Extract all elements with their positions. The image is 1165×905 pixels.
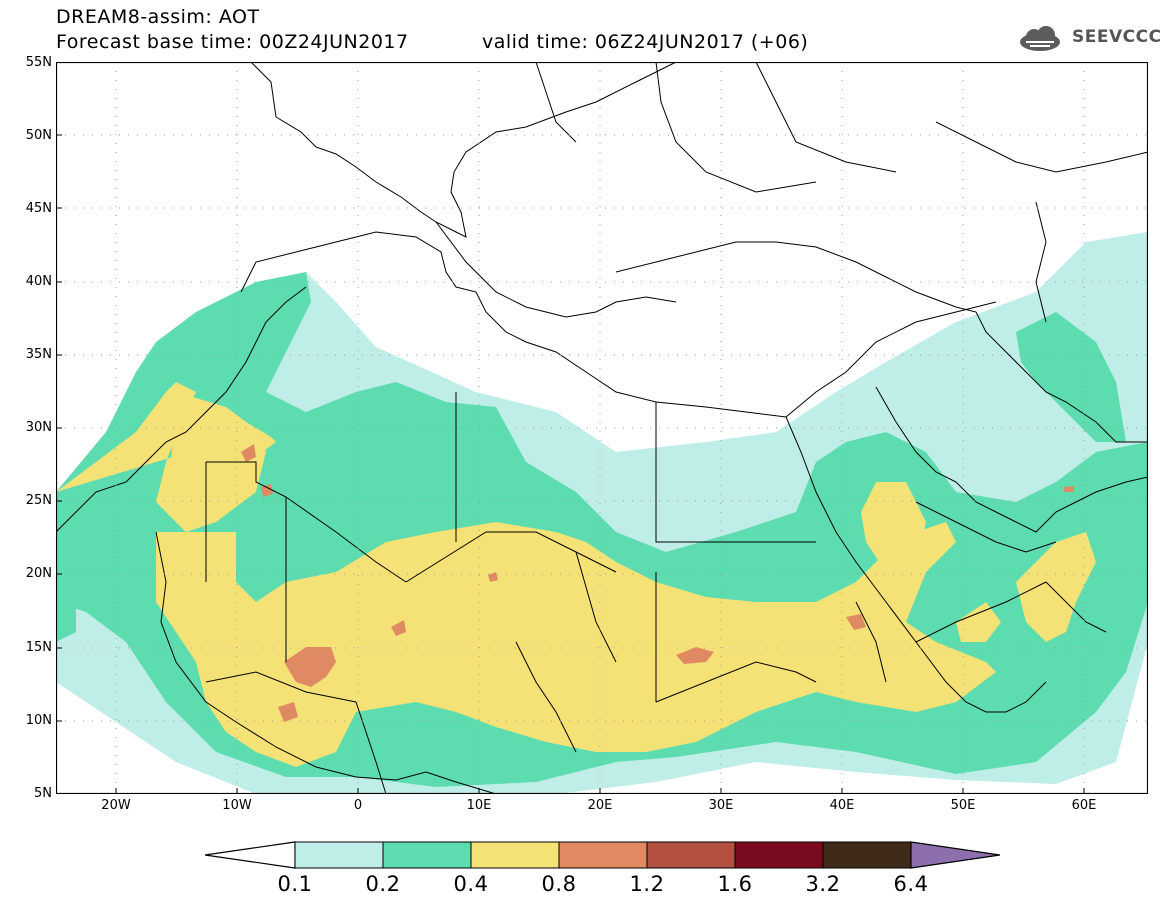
seevccc-logo	[1020, 26, 1060, 51]
colorbar-bin-0-1	[294, 841, 384, 869]
lat-label-5n: 5N	[34, 786, 52, 801]
colorbar-low-arrow	[205, 841, 296, 869]
colorbar-label-0-1: 0.1	[277, 872, 313, 896]
colorbar-label-1-2: 1.2	[629, 872, 665, 896]
lon-label-60e: 60E	[1071, 798, 1097, 813]
valid-time: valid time: 06Z24JUN2017 (+06)	[482, 31, 809, 53]
lon-label-20w: 20W	[101, 798, 131, 813]
coastlines	[56, 62, 1148, 794]
aot-colorbar	[205, 841, 1000, 869]
colorbar-label-0-4: 0.4	[453, 872, 489, 896]
forecast-base-time: Forecast base time: 00Z24JUN2017	[56, 31, 409, 53]
map-title: DREAM8-assim: AOT	[56, 6, 260, 28]
lat-label-40n: 40N	[25, 274, 52, 289]
lat-label-45n: 45N	[25, 201, 52, 216]
aot-0-4-area	[56, 382, 1096, 767]
lat-label-20n: 20N	[25, 566, 52, 581]
lat-label-30n: 30N	[25, 420, 52, 435]
colorbar-bin-0-2	[382, 841, 472, 869]
lat-label-25n: 25N	[25, 493, 52, 508]
colorbar-bin-1-2	[646, 841, 736, 869]
logo-text: SEEVCCC	[1072, 27, 1162, 47]
colorbar-bin-3-2	[822, 841, 912, 869]
lon-label-50e: 50E	[950, 798, 976, 813]
graticule	[56, 62, 1148, 794]
colorbar-high-arrow	[910, 841, 1000, 869]
lon-label-30e: 30E	[708, 798, 734, 813]
axis-ticks	[56, 134, 1085, 794]
lon-label-20e: 20E	[587, 798, 613, 813]
colorbar-label-0-2: 0.2	[365, 872, 401, 896]
lat-label-15n: 15N	[25, 640, 52, 655]
lat-label-35n: 35N	[25, 347, 52, 362]
colorbar-label-6-4: 6.4	[893, 872, 929, 896]
lat-label-50n: 50N	[25, 128, 52, 143]
lon-label-40e: 40E	[829, 798, 855, 813]
colorbar-label-0-8: 0.8	[541, 872, 577, 896]
lon-label-0: 0	[353, 798, 363, 813]
colorbar-bin-1-6	[734, 841, 824, 869]
lon-label-10e: 10E	[466, 798, 492, 813]
colorbar-label-3-2: 3.2	[805, 872, 841, 896]
colorbar-label-1-6: 1.6	[717, 872, 753, 896]
aot-0-8-area	[241, 444, 1074, 722]
aot-map	[56, 62, 1148, 794]
colorbar-bin-0-4	[470, 841, 560, 869]
cloud-icon	[1020, 26, 1060, 51]
colorbar-bin-0-8	[558, 841, 648, 869]
lat-label-10n: 10N	[25, 713, 52, 728]
lon-label-10w: 10W	[222, 798, 252, 813]
lat-label-55n: 55N	[25, 55, 52, 70]
